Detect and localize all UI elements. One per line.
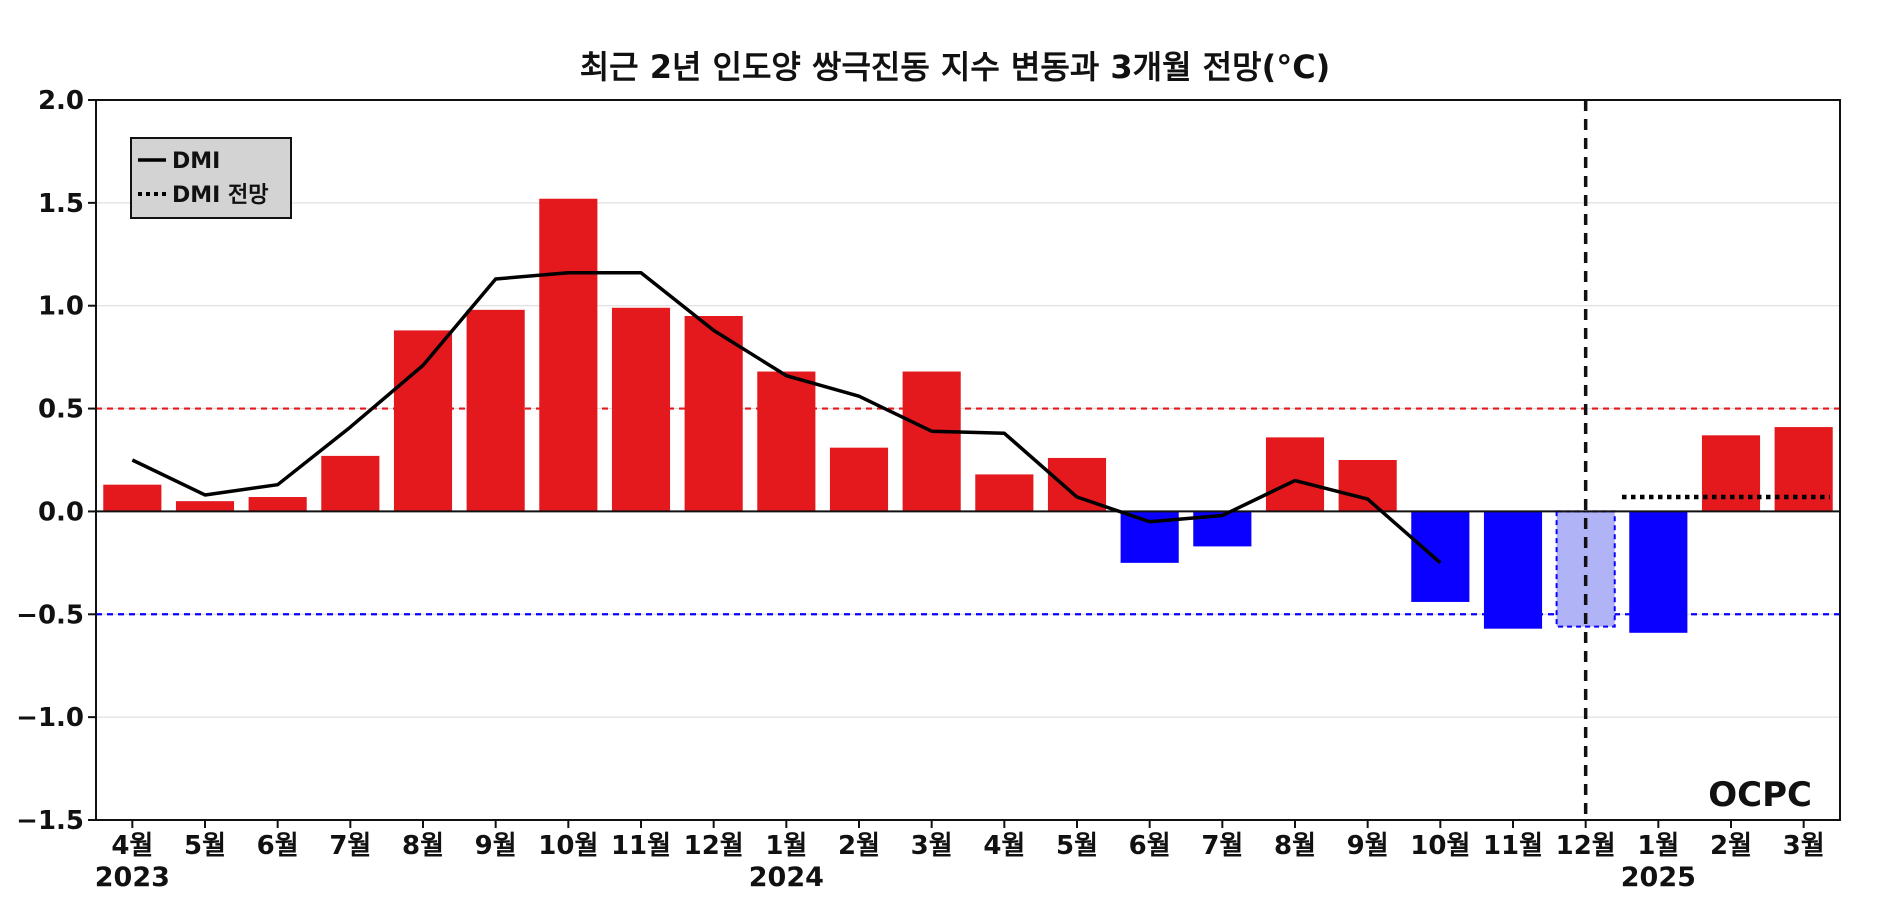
x-tick-label: 12월 <box>684 831 744 861</box>
bar <box>1411 511 1470 602</box>
legend-label-dmi-forecast: DMI 전망 <box>172 183 268 208</box>
x-tick-label: 12월 <box>1556 831 1616 861</box>
year-label: 2025 <box>1621 862 1696 893</box>
year-labels: 2023 2024 2025 <box>95 862 1696 893</box>
y-tick-label: 1.5 <box>38 189 84 219</box>
x-tick-label: 7월 <box>329 831 371 861</box>
x-tick-label: 3월 <box>911 831 953 861</box>
bar <box>1338 460 1397 512</box>
bar <box>175 501 235 512</box>
bar <box>539 198 598 512</box>
bar-highlight <box>1555 510 1616 628</box>
bar <box>975 474 1034 512</box>
plot-frame <box>95 99 1841 821</box>
x-tick-label: 1월 <box>1637 831 1679 861</box>
bar <box>393 330 453 512</box>
bar <box>611 307 671 512</box>
y-tick-label: 2.0 <box>38 86 84 116</box>
x-tick-label: 9월 <box>475 831 517 861</box>
bar <box>1265 437 1325 512</box>
bar <box>466 309 525 512</box>
y-tick-label: 1.0 <box>38 292 84 322</box>
x-tick-label: 10월 <box>1410 831 1470 861</box>
legend-label-dmi: DMI <box>172 149 220 174</box>
x-tick-label: 6월 <box>1129 831 1171 861</box>
threshold-lines <box>96 407 1840 616</box>
x-tick-label: 6월 <box>257 831 299 861</box>
x-tick-label: 2월 <box>838 831 880 861</box>
x-axis-ticks: 4월 5월 6월 7월 8월 9월 10월 11월 12월 1월 2월 3월 4월 5월 6월 7월 8월 9월 1… <box>111 820 1825 861</box>
x-tick-label: 10월 <box>538 831 598 861</box>
bar <box>902 371 961 512</box>
y-tick-label: 0.5 <box>38 395 84 425</box>
x-tick-label: 8월 <box>1274 831 1316 861</box>
ocpc-logo: OCPC <box>1708 775 1812 815</box>
x-tick-label: 8월 <box>402 831 444 861</box>
x-tick-label: 4월 <box>111 831 153 861</box>
bar <box>829 447 889 512</box>
legend: DMI DMI 전망 <box>130 137 292 219</box>
bar <box>103 484 162 512</box>
x-tick-label: 11월 <box>611 831 671 861</box>
y-tick-label: 0.0 <box>38 497 84 527</box>
bar <box>684 316 743 512</box>
year-label: 2023 <box>95 862 170 893</box>
y-tick-label: −1.0 <box>16 703 84 733</box>
year-label: 2024 <box>749 862 824 893</box>
x-tick-label: 3월 <box>1783 831 1825 861</box>
x-tick-label: 11월 <box>1483 831 1543 861</box>
x-tick-label: 9월 <box>1347 831 1389 861</box>
chart-title: 최근 2년 인도양 쌍극진동 지수 변동과 3개월 전망(°C) <box>580 48 1331 86</box>
y-axis-ticks: 2.0 1.5 1.0 0.5 0.0 −0.5 −1.0 −1.5 <box>16 86 96 836</box>
bar <box>1483 511 1543 629</box>
dmi-line <box>131 271 1442 565</box>
y-tick-label: −0.5 <box>16 600 84 630</box>
bar <box>321 455 380 512</box>
bar <box>248 497 307 512</box>
bar <box>1701 435 1761 512</box>
x-tick-label: 4월 <box>983 831 1025 861</box>
x-tick-label: 5월 <box>1056 831 1098 861</box>
x-tick-label: 5월 <box>184 831 226 861</box>
bar <box>757 371 816 512</box>
x-tick-label: 1월 <box>765 831 807 861</box>
y-tick-label: −1.5 <box>16 806 84 836</box>
x-tick-label: 7월 <box>1201 831 1243 861</box>
legend-box <box>130 137 292 219</box>
dmi-lines <box>131 271 1830 565</box>
x-tick-label: 2월 <box>1710 831 1752 861</box>
bar <box>1629 511 1688 633</box>
bars <box>103 198 1833 633</box>
